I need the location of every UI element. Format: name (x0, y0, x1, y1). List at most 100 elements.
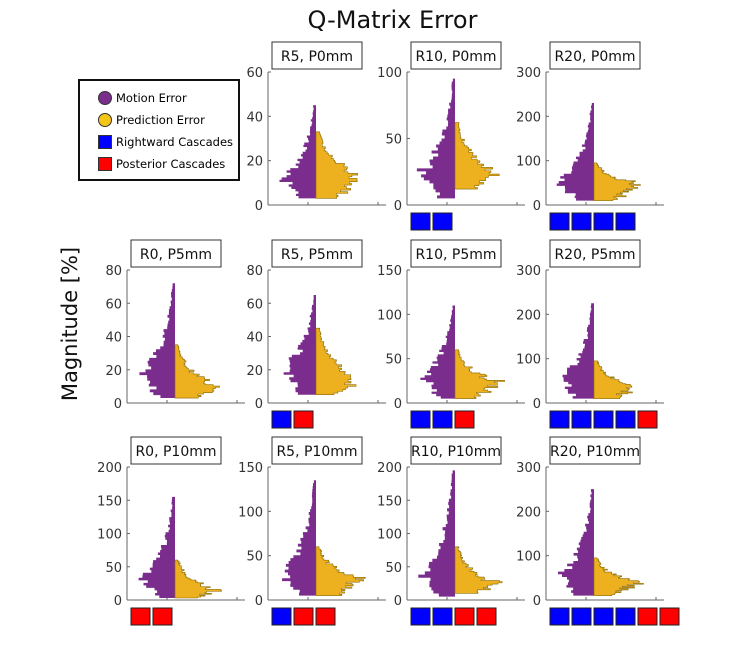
y-tick-label: 0 (114, 594, 122, 609)
panel-title-box (549, 41, 641, 70)
panel-r10-p0mm: R10, P0mm 0 50 100 (377, 41, 525, 231)
rightward-cascade-marker (410, 212, 431, 231)
rightward-cascade-marker (571, 607, 592, 626)
y-tick-label: 40 (246, 331, 263, 346)
legend-label: Motion Error (116, 91, 187, 105)
panel-title: R10, P10mm (411, 444, 501, 460)
motion-error-histogram (420, 305, 455, 399)
y-tick-label: 100 (516, 353, 541, 368)
motion-error-histogram (558, 489, 594, 596)
y-tick-label: 100 (377, 66, 402, 81)
y-tick-label: 0 (394, 397, 402, 412)
y-tick-label: 200 (516, 308, 541, 323)
y-tick-label: 200 (516, 110, 541, 125)
posterior-cascade-marker (476, 607, 497, 626)
legend: Motion Error Prediction Error Rightward … (78, 79, 240, 181)
posterior-cascade-marker (454, 410, 475, 429)
y-tick-label: 100 (516, 550, 541, 565)
y-tick-label: 20 (105, 364, 122, 379)
rightward-cascade-marker (615, 607, 636, 626)
legend-item-motion: Motion Error (98, 91, 187, 105)
panel-title: R20, P10mm (550, 444, 640, 460)
panel-r20-p5mm: R20, P5mm 0 100 200 300 (516, 239, 664, 429)
posterior-cascade-marker (637, 607, 658, 626)
motion-error-histogram (138, 496, 175, 599)
y-tick-label: 150 (377, 494, 402, 509)
panel-r10-p10mm: R10, P10mm 0 50 100 150 200 (377, 436, 525, 626)
prediction-error-histogram (174, 559, 222, 599)
rightward-cascade-marker (432, 607, 453, 626)
motion-error-histogram (282, 480, 316, 596)
posterior-cascade-marker (293, 607, 314, 626)
legend-item-rightward: Rightward Cascades (98, 135, 233, 149)
legend-item-posterior: Posterior Cascades (98, 157, 225, 171)
y-tick-label: 60 (246, 297, 263, 312)
rightward-cascade-marker (549, 607, 570, 626)
panel-r5-p0mm: R5, P0mm 0 20 40 60 (246, 41, 386, 214)
panel-title-box (549, 239, 641, 268)
y-tick-label: 60 (246, 66, 263, 81)
panel-r0-p5mm: R0, P5mm 0 20 40 60 80 (105, 239, 245, 412)
y-tick-label: 0 (533, 594, 541, 609)
y-tick-label: 0 (255, 397, 263, 412)
y-tick-label: 0 (394, 199, 402, 214)
prediction-error-histogram (593, 557, 644, 596)
y-tick-label: 50 (246, 550, 263, 565)
rightward-cascade-marker (593, 212, 614, 231)
rightward-cascade-marker (615, 410, 636, 429)
rightward-cascade-marker (549, 410, 570, 429)
rightward-cascade-marker (271, 410, 292, 429)
prediction-error-histogram (454, 122, 500, 190)
legend-label: Prediction Error (116, 113, 205, 127)
prediction-error-histogram (315, 131, 358, 199)
motion-error-histogram (562, 303, 594, 399)
panel-title: R5, P10mm (276, 444, 357, 460)
panel-title-box (410, 436, 502, 465)
panel-title-box (130, 239, 222, 268)
panel-r5-p10mm: R5, P10mm 0 50 100 150 (238, 436, 386, 626)
y-tick-label: 20 (246, 155, 263, 170)
panel-title-box (549, 436, 641, 465)
motion-error-histogram (279, 105, 316, 199)
posterior-cascade-marker (293, 410, 314, 429)
y-tick-label: 0 (533, 397, 541, 412)
y-tick-label: 100 (516, 155, 541, 170)
panel-title-box (271, 239, 363, 268)
posterior-cascade-marker (454, 607, 475, 626)
square-icon (98, 157, 112, 171)
y-tick-label: 60 (105, 297, 122, 312)
panel-title: R20, P5mm (554, 247, 635, 263)
posterior-cascade-marker (315, 607, 336, 626)
motion-error-histogram (556, 103, 594, 201)
y-tick-label: 200 (97, 461, 122, 476)
y-tick-label: 50 (385, 353, 402, 368)
y-tick-label: 150 (97, 494, 122, 509)
prediction-error-histogram (454, 546, 503, 594)
rightward-cascade-marker (410, 410, 431, 429)
circle-icon (98, 113, 112, 127)
legend-item-prediction: Prediction Error (98, 113, 205, 127)
posterior-cascade-marker (659, 607, 680, 626)
y-tick-label: 100 (377, 308, 402, 323)
y-tick-label: 100 (377, 528, 402, 543)
panel-title: R20, P0mm (554, 49, 635, 65)
panel-title: R0, P10mm (135, 444, 216, 460)
panel-title-box (410, 41, 502, 70)
y-tick-label: 0 (255, 199, 263, 214)
rightward-cascade-marker (432, 212, 453, 231)
panel-title-box (271, 41, 363, 70)
y-tick-label: 200 (377, 461, 402, 476)
motion-error-histogram (418, 470, 455, 597)
legend-label: Posterior Cascades (116, 157, 226, 171)
motion-error-histogram (139, 283, 175, 399)
y-tick-label: 100 (97, 528, 122, 543)
y-tick-label: 150 (377, 264, 402, 279)
y-tick-label: 50 (105, 561, 122, 576)
y-tick-label: 300 (516, 66, 541, 81)
y-tick-label: 300 (516, 264, 541, 279)
rightward-cascade-marker (410, 607, 431, 626)
chart-title: Q-Matrix Error (307, 6, 478, 34)
prediction-error-histogram (315, 327, 357, 395)
panel-title: R5, P5mm (281, 247, 353, 263)
y-tick-label: 40 (105, 331, 122, 346)
